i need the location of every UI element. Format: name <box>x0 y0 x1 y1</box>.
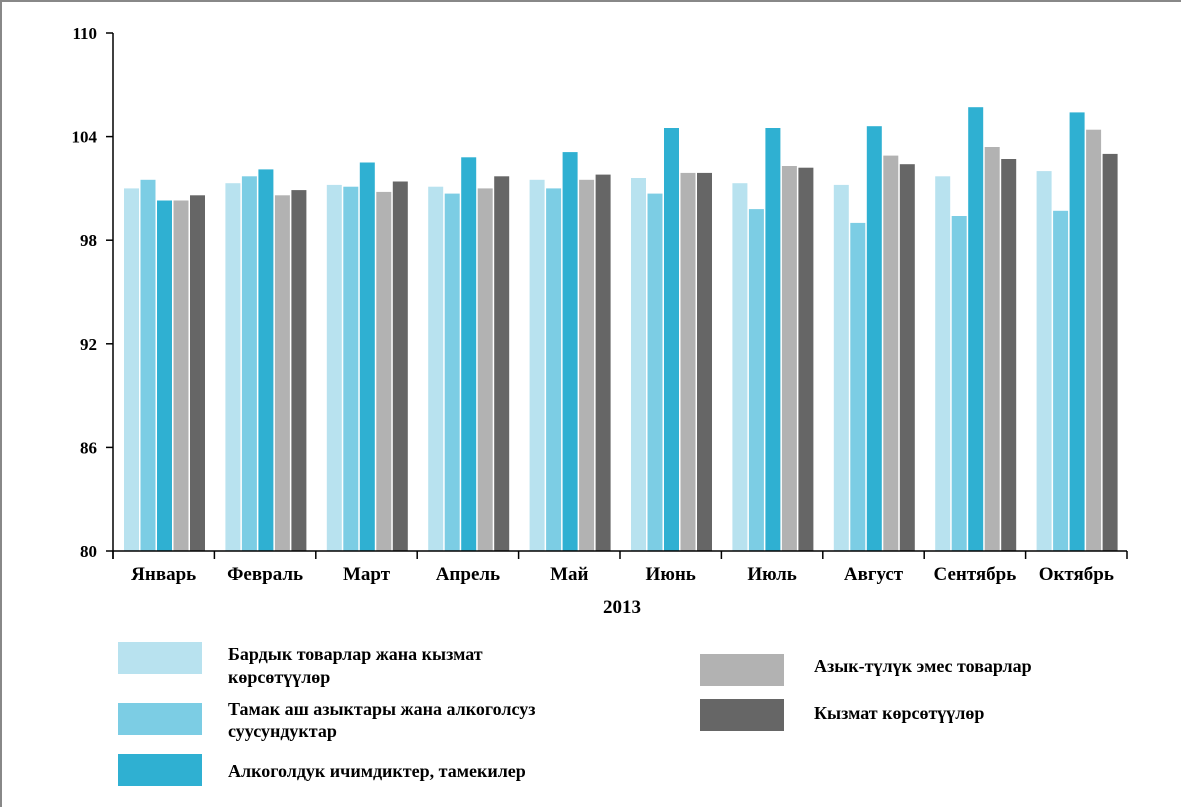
legend-swatch-series-5 <box>700 699 784 731</box>
x-tick-label: Март <box>343 564 391 585</box>
bar-Февраль-series-2 <box>241 176 257 552</box>
bar-Июль-series-1 <box>732 183 748 551</box>
bar-Август-series-4 <box>883 155 899 551</box>
bar-Март-series-3 <box>359 162 375 551</box>
bar-Июнь-series-3 <box>664 128 679 551</box>
bar-Май-series-2 <box>546 188 562 551</box>
x-tick-label: Август <box>844 564 904 585</box>
bar-Апрель-series-2 <box>444 193 460 551</box>
bar-Май-series-4 <box>579 179 595 552</box>
y-tick-labels: 80 86 92 98 104 110 <box>72 24 113 561</box>
bar-Сентябрь-series-5 <box>1001 159 1017 551</box>
bar-Май-series-3 <box>562 152 578 551</box>
bar-Март-series-1 <box>326 184 342 551</box>
bar-Январь-series-3 <box>157 200 172 551</box>
legend: Бардык товарлар жана кызмат көрсөтүүлөр Та… <box>118 642 1032 786</box>
x-tick-label: Сентябрь <box>933 564 1016 585</box>
bar-Апрель-series-1 <box>428 186 444 551</box>
bar-Июнь-series-4 <box>680 172 696 551</box>
bar-Сентябрь-series-1 <box>935 176 951 552</box>
legend-label-series-4: Азык-түлүк эмес товарлар <box>814 656 1032 676</box>
bar-Август-series-2 <box>850 222 866 551</box>
x-axis-label: 2013 <box>603 597 641 618</box>
bar-Октябрь-series-5 <box>1102 153 1118 551</box>
bar-Февраль-series-4 <box>274 195 290 552</box>
legend-label-series-1: Бардык товарлар жана кызмат <box>228 644 483 664</box>
legend-swatch-series-4 <box>700 654 784 686</box>
y-tick-label: 86 <box>80 438 97 457</box>
bar-Июль-series-3 <box>765 128 781 551</box>
bar-Октябрь-series-3 <box>1069 112 1085 552</box>
bar-Сентябрь-series-2 <box>951 216 967 551</box>
bar-Январь-series-2 <box>140 179 156 552</box>
bars-layer <box>124 107 1118 552</box>
bar-Январь-series-5 <box>190 195 205 552</box>
legend-label-series-1: көрсөтүүлөр <box>228 667 330 687</box>
x-tick-label: Апрель <box>436 564 500 585</box>
legend-swatch-series-1 <box>118 642 202 674</box>
bar-Январь-series-1 <box>124 188 139 551</box>
legend-swatch-series-2 <box>118 703 202 735</box>
x-tick-label: Май <box>550 564 588 585</box>
bar-Апрель-series-3 <box>461 157 477 552</box>
bar-Март-series-4 <box>376 191 392 551</box>
bar-Июнь-series-5 <box>697 172 712 551</box>
x-tick-label: Январь <box>131 564 196 585</box>
x-category-labels: Январь Февраль Март Апрель Май Июнь Июль Август… <box>112 551 1128 585</box>
y-tick-label: 92 <box>80 335 97 354</box>
bar-Май-series-5 <box>595 174 611 551</box>
y-tick-label: 80 <box>80 542 97 561</box>
bar-Январь-series-4 <box>173 200 189 551</box>
bar-Февраль-series-3 <box>258 169 274 551</box>
bar-Октябрь-series-2 <box>1053 210 1069 552</box>
x-tick-label: Февраль <box>227 564 303 585</box>
x-tick-label: Июнь <box>646 564 696 585</box>
bar-Июль-series-4 <box>781 166 797 551</box>
bar-Октябрь-series-1 <box>1036 171 1052 551</box>
bar-Сентябрь-series-3 <box>968 107 984 551</box>
legend-label-series-5: Кызмат көрсөтүүлөр <box>814 703 984 723</box>
bar-Март-series-5 <box>392 181 408 551</box>
bar-Март-series-2 <box>343 186 359 551</box>
bar-Февраль-series-1 <box>225 183 241 551</box>
bar-Октябрь-series-4 <box>1086 129 1102 551</box>
bar-Май-series-1 <box>529 179 545 552</box>
legend-swatch-series-3 <box>118 754 202 786</box>
bar-Август-series-5 <box>899 164 915 551</box>
bar-Август-series-3 <box>866 126 882 551</box>
bar-Июль-series-5 <box>798 167 814 551</box>
bar-Август-series-1 <box>833 184 849 551</box>
bar-Апрель-series-4 <box>477 188 493 551</box>
y-tick-label: 98 <box>80 231 97 250</box>
x-tick-label: Июль <box>747 564 797 585</box>
legend-label-series-3: Алкоголдук ичимдиктер, тамекилер <box>228 761 526 781</box>
y-tick-label: 110 <box>72 24 97 43</box>
x-tick-label: Октябрь <box>1039 564 1114 585</box>
bar-Февраль-series-5 <box>291 190 307 551</box>
bar-Июль-series-2 <box>748 209 764 551</box>
bar-Апрель-series-5 <box>494 176 510 552</box>
bar-Сентябрь-series-4 <box>984 147 1000 551</box>
legend-label-series-2: Тамак аш азыктары жана алкоголсуз <box>228 699 535 719</box>
legend-label-series-2: суусундуктар <box>228 721 337 741</box>
y-tick-label: 104 <box>72 128 98 147</box>
bar-Июнь-series-1 <box>631 178 646 551</box>
bar-Июнь-series-2 <box>647 193 663 551</box>
